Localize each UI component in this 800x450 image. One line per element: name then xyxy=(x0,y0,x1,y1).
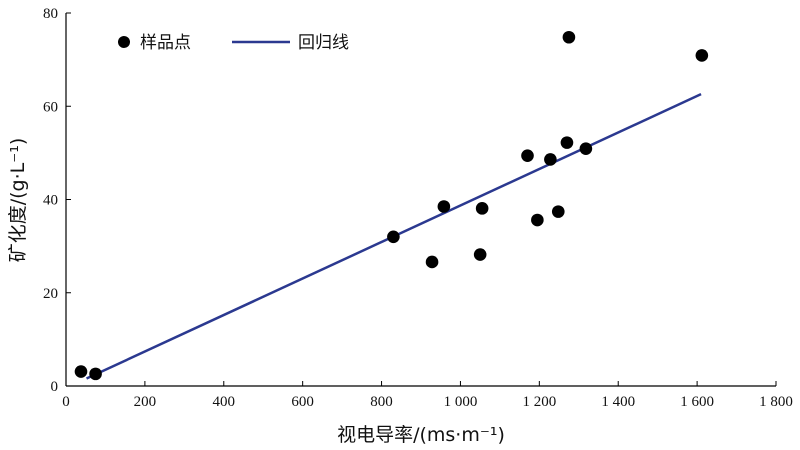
x-tick-label: 200 xyxy=(134,394,157,410)
sample-point xyxy=(387,230,400,244)
sample-point xyxy=(695,49,709,62)
x-tick-label: 600 xyxy=(291,394,314,410)
x-axis-title: 视电导率/(ms·m⁻¹) xyxy=(337,424,505,446)
sample-point xyxy=(475,202,489,215)
y-tick-label: 20 xyxy=(43,286,58,302)
legend: 样品点 回归线 xyxy=(118,33,349,53)
y-tick-label: 40 xyxy=(43,193,58,209)
y-axis-ticks: 0 20 40 60 80 xyxy=(43,6,71,395)
sample-point xyxy=(579,142,593,155)
x-tick-label: 1 800 xyxy=(759,394,793,410)
y-tick-label: 60 xyxy=(43,99,58,115)
sample-point xyxy=(544,153,557,166)
x-tick-label: 800 xyxy=(370,394,393,410)
sample-point xyxy=(560,136,574,149)
sample-point xyxy=(551,205,565,218)
sample-point xyxy=(89,367,102,381)
legend-marker-sample-points xyxy=(118,36,130,48)
y-tick-label: 80 xyxy=(43,6,58,22)
legend-label-sample-points: 样品点 xyxy=(140,33,191,53)
x-tick-label: 0 xyxy=(62,394,70,410)
sample-point xyxy=(473,248,487,261)
x-tick-label: 1 200 xyxy=(522,394,556,410)
sample-points-layer xyxy=(74,30,709,381)
x-tick-label: 1 600 xyxy=(680,394,714,410)
x-tick-label: 400 xyxy=(213,394,236,410)
legend-label-regression-line: 回归线 xyxy=(298,33,349,53)
x-axis-ticks: 0 200 400 600 800 1 000 1 200 1 400 1 600 1 800 xyxy=(62,381,793,410)
plot-frame xyxy=(65,13,776,387)
x-tick-label: 1 000 xyxy=(444,394,478,410)
sample-point xyxy=(562,30,576,44)
sample-point xyxy=(531,213,544,227)
x-tick-label: 1 400 xyxy=(601,394,635,410)
sample-point xyxy=(437,200,451,213)
sample-point xyxy=(521,149,534,162)
sample-point xyxy=(425,255,439,269)
sample-point xyxy=(74,365,88,378)
y-tick-label: 0 xyxy=(51,379,59,395)
y-axis-title: 矿化度/(g·L⁻¹) xyxy=(7,138,29,263)
